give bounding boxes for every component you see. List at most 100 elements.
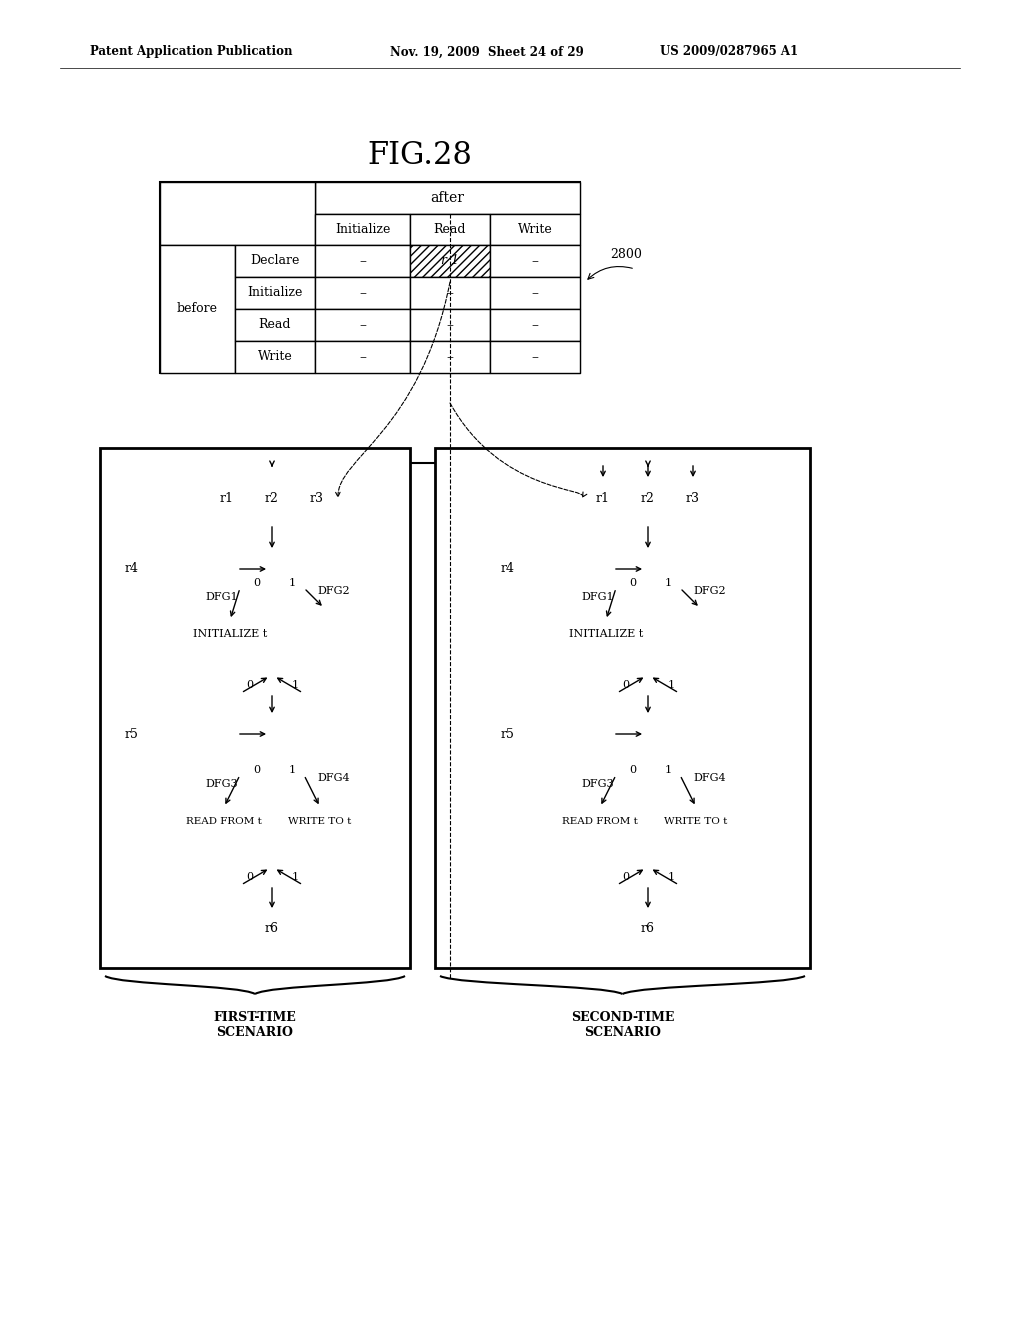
Bar	[160, 246, 234, 374]
Text: Initialize: Initialize	[335, 223, 390, 236]
Text: –: –	[359, 286, 366, 300]
Bar	[251, 484, 293, 511]
Text: 0: 0	[247, 873, 254, 882]
Bar	[315, 182, 580, 214]
Text: 0: 0	[623, 873, 630, 882]
Polygon shape	[615, 550, 681, 587]
Text: FIRST-TIME
SCENARIO: FIRST-TIME SCENARIO	[214, 1011, 296, 1039]
Bar	[234, 246, 315, 277]
Text: r3: r3	[310, 491, 324, 504]
Text: r6: r6	[641, 921, 655, 935]
Polygon shape	[615, 847, 681, 884]
Text: 1: 1	[292, 680, 299, 690]
Text: r 1: r 1	[441, 255, 459, 268]
Text: 1: 1	[668, 873, 675, 882]
Text: before: before	[177, 302, 218, 315]
Bar	[315, 341, 410, 374]
Bar	[582, 484, 624, 511]
FancyArrowPatch shape	[336, 282, 450, 496]
Text: READ FROM t: READ FROM t	[186, 817, 262, 825]
Text: 0: 0	[253, 578, 260, 587]
Text: r2: r2	[641, 491, 655, 504]
Bar	[490, 309, 580, 341]
Text: Write: Write	[517, 223, 552, 236]
Bar	[280, 807, 360, 836]
Text: r4: r4	[125, 562, 139, 576]
Text: 1: 1	[665, 578, 672, 587]
Bar	[100, 447, 410, 968]
Text: WRITE TO t: WRITE TO t	[665, 817, 728, 825]
Bar	[182, 620, 278, 648]
Bar	[672, 484, 714, 511]
Text: Patent Application Publication: Patent Application Publication	[90, 45, 293, 58]
Bar	[485, 556, 530, 582]
Text: r4: r4	[501, 562, 515, 576]
Text: READ FROM t: READ FROM t	[562, 817, 638, 825]
Text: 0: 0	[630, 578, 637, 587]
Polygon shape	[240, 737, 304, 775]
Text: 2800: 2800	[610, 248, 642, 261]
Text: 1: 1	[665, 766, 672, 775]
Text: –: –	[446, 286, 454, 300]
Bar	[490, 214, 580, 246]
Bar	[410, 341, 490, 374]
Text: Read: Read	[434, 223, 466, 236]
Bar	[250, 915, 295, 941]
Text: –: –	[359, 253, 366, 268]
Bar	[296, 484, 338, 511]
Text: DFG4: DFG4	[693, 774, 726, 783]
Bar	[553, 807, 647, 836]
Bar	[315, 246, 410, 277]
Bar	[490, 341, 580, 374]
Text: r2: r2	[265, 491, 279, 504]
Bar	[315, 214, 410, 246]
Bar	[410, 277, 490, 309]
Polygon shape	[615, 655, 681, 693]
Bar	[110, 556, 155, 582]
Bar	[308, 606, 340, 632]
Bar	[110, 721, 155, 747]
Bar	[626, 915, 671, 941]
Text: Read: Read	[259, 318, 291, 331]
Text: 1: 1	[289, 766, 296, 775]
Text: –: –	[531, 253, 539, 268]
Text: –: –	[446, 318, 454, 333]
Text: r6: r6	[265, 921, 279, 935]
Bar	[315, 309, 410, 341]
Bar	[160, 182, 580, 374]
Polygon shape	[240, 847, 304, 884]
Bar	[234, 309, 315, 341]
Bar	[435, 447, 810, 968]
Polygon shape	[240, 655, 304, 693]
Bar	[490, 246, 580, 277]
Text: DFG4: DFG4	[317, 774, 350, 783]
Bar	[410, 309, 490, 341]
Text: 0: 0	[630, 766, 637, 775]
Bar	[315, 277, 410, 309]
Text: SECOND-TIME
SCENARIO: SECOND-TIME SCENARIO	[570, 1011, 674, 1039]
Text: Declare: Declare	[250, 255, 300, 268]
Text: 0: 0	[253, 766, 260, 775]
Text: r5: r5	[501, 727, 515, 741]
Text: WRITE TO t: WRITE TO t	[289, 817, 351, 825]
Text: –: –	[446, 350, 454, 364]
Text: Write: Write	[258, 351, 293, 363]
Text: FIG.28: FIG.28	[368, 140, 472, 170]
Text: r3: r3	[686, 491, 700, 504]
Bar	[485, 721, 530, 747]
Bar	[490, 277, 580, 309]
Text: r1: r1	[220, 491, 234, 504]
Text: 1: 1	[289, 578, 296, 587]
Text: DFG1: DFG1	[206, 591, 239, 602]
Text: DFG1: DFG1	[582, 591, 614, 602]
Bar	[410, 246, 490, 277]
Text: 1: 1	[292, 873, 299, 882]
Text: 1: 1	[668, 680, 675, 690]
Text: US 2009/0287965 A1: US 2009/0287965 A1	[660, 45, 798, 58]
Bar	[206, 484, 248, 511]
Bar	[558, 620, 653, 648]
Polygon shape	[615, 737, 681, 775]
Bar	[176, 807, 271, 836]
Text: DFG2: DFG2	[317, 586, 350, 597]
Bar	[410, 214, 490, 246]
